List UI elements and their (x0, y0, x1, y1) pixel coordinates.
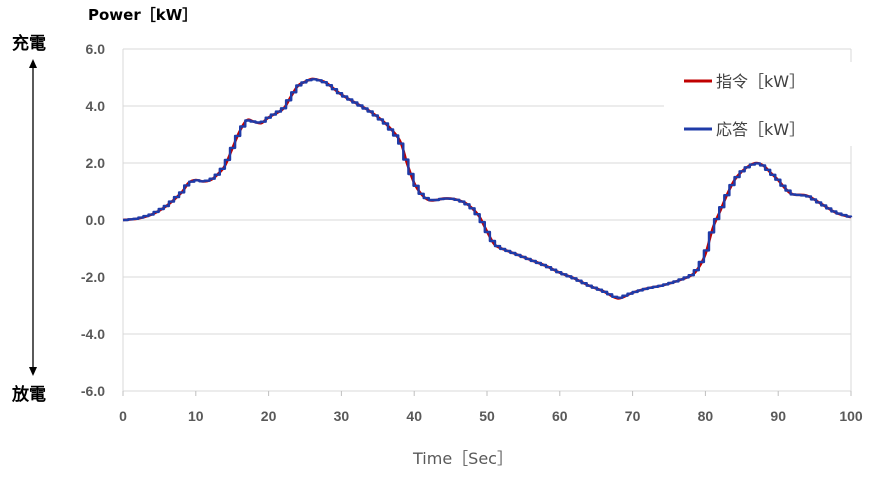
series-line-response (123, 78, 853, 299)
x-tick-label: 20 (261, 408, 277, 424)
gridlines (122, 48, 852, 396)
x-tick-label: 60 (552, 408, 568, 424)
x-tick-label: 50 (479, 408, 495, 424)
legend-box (664, 62, 854, 146)
arrow-down-icon (29, 367, 37, 376)
y-tick-label: 2.0 (86, 155, 106, 171)
x-tick-label: 40 (406, 408, 422, 424)
charge-label: 充電 (12, 33, 46, 54)
y-tick-label: -4.0 (81, 326, 105, 342)
discharge-label: 放電 (11, 384, 46, 405)
x-tick-label: 100 (839, 408, 863, 424)
x-tick-label: 30 (334, 408, 350, 424)
x-tick-label: 80 (698, 408, 714, 424)
legend-label-response: 応答［kW］ (716, 120, 805, 139)
y-tick-label: -2.0 (81, 269, 105, 285)
y-tick-label: 6.0 (86, 41, 106, 57)
y-tick-label: -6.0 (81, 383, 105, 399)
x-tick-label: 0 (119, 408, 127, 424)
y-tick-labels: 6.0 4.0 2.0 0.0 -2.0 -4.0 -6.0 (81, 41, 105, 399)
x-tick-label: 90 (770, 408, 786, 424)
x-tick-labels: 0 10 20 30 40 50 60 70 80 90 100 (119, 408, 863, 424)
x-tick-label: 10 (188, 408, 204, 424)
arrow-up-icon (29, 59, 37, 68)
legend-label-command: 指令［kW］ (716, 72, 805, 91)
y-tick-label: 4.0 (86, 98, 106, 114)
series-lines (122, 77, 853, 300)
y-tick-label: 0.0 (86, 212, 106, 228)
y-axis-label: Power［kW］ (88, 6, 197, 24)
x-axis-label: Time［Sec］ (412, 449, 513, 468)
x-tick-label: 70 (625, 408, 641, 424)
